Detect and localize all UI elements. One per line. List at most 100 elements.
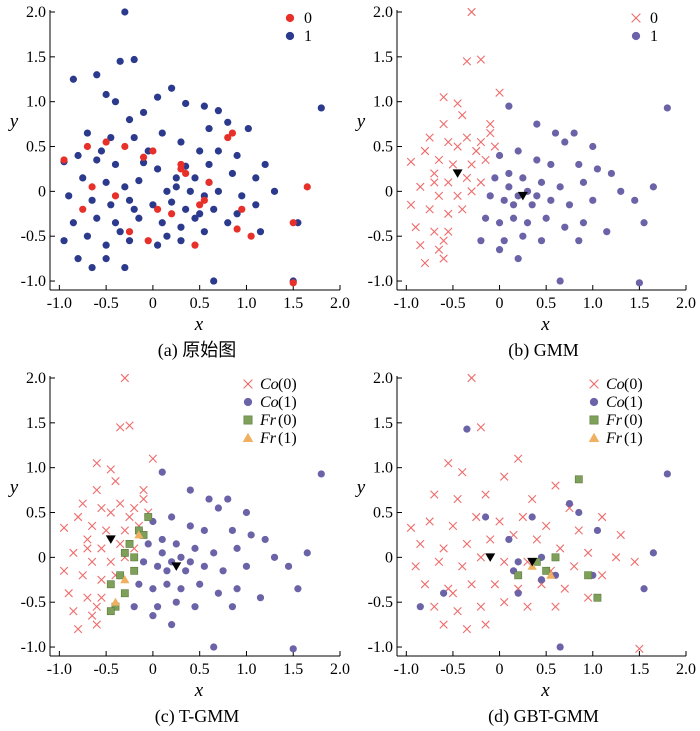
data-point bbox=[453, 191, 462, 201]
data-point bbox=[115, 539, 125, 549]
y-tick-label: 1.0 bbox=[373, 460, 393, 477]
data-point-stroke-b bbox=[125, 512, 134, 522]
data-point bbox=[92, 459, 101, 468]
data-point bbox=[144, 237, 152, 245]
data-point bbox=[537, 576, 546, 584]
data-point bbox=[509, 214, 518, 222]
data-point bbox=[546, 570, 556, 579]
data-point bbox=[106, 465, 115, 474]
data-point bbox=[87, 557, 97, 567]
data-point bbox=[434, 155, 444, 165]
data-point bbox=[495, 151, 504, 160]
series-co-0- bbox=[59, 373, 158, 634]
data-point bbox=[168, 84, 176, 92]
data-point bbox=[238, 192, 246, 200]
data-point bbox=[73, 512, 83, 522]
data-point bbox=[597, 512, 607, 522]
data-point bbox=[172, 174, 180, 182]
data-point-stroke-b bbox=[476, 602, 486, 611]
data-point bbox=[458, 467, 467, 477]
data-point bbox=[163, 580, 171, 588]
legend-marker bbox=[631, 13, 641, 23]
data-point bbox=[458, 110, 467, 120]
data-point-stroke-b bbox=[78, 571, 87, 580]
legend-suffix: (0) bbox=[278, 376, 297, 393]
data-point-stroke-b bbox=[139, 485, 148, 495]
legend: Co (0)Co (1)Fr (0)Fr (1) bbox=[588, 376, 643, 447]
x-tick-label: -1.0 bbox=[47, 295, 72, 312]
data-point bbox=[551, 553, 560, 562]
data-point bbox=[135, 214, 143, 222]
data-point bbox=[472, 146, 481, 156]
panel-caption: (b) GMM bbox=[508, 340, 579, 361]
data-point bbox=[191, 544, 199, 552]
data-point-stroke-b bbox=[458, 467, 467, 477]
data-point bbox=[476, 423, 486, 432]
data-point-stroke-b bbox=[420, 580, 430, 589]
y-tick-label: 2.0 bbox=[373, 4, 393, 21]
data-point bbox=[416, 240, 425, 250]
data-point bbox=[467, 160, 476, 169]
x-tick-label: 0 bbox=[149, 295, 157, 312]
data-point-stroke-b bbox=[92, 485, 101, 495]
data-point bbox=[495, 219, 504, 227]
panel-b-gmm: -1.0 -0.5 0 0.5 1.0 1.5 2.0 -1.0 -0.5 0 0.5 1.0 1.5 2… bbox=[355, 4, 696, 361]
data-point bbox=[411, 223, 420, 232]
data-point bbox=[444, 227, 453, 236]
data-point bbox=[200, 526, 208, 535]
data-point bbox=[420, 146, 430, 156]
panel-d-gbt-gmm: -1.0 -0.5 0 0.5 1.0 1.5 2.0 -1.0 -0.5 0 0.5 1.0 1.5 2… bbox=[355, 370, 696, 727]
data-point-stroke-b bbox=[486, 128, 495, 138]
data-point bbox=[458, 205, 467, 214]
data-point-stroke-b bbox=[406, 200, 416, 209]
data-point-stroke-b bbox=[630, 557, 639, 567]
data-point bbox=[252, 201, 260, 209]
data-point-stroke-b bbox=[490, 142, 500, 151]
y-tick-label: 0 bbox=[385, 183, 393, 200]
data-point bbox=[205, 495, 213, 503]
x-tick-label: 2.0 bbox=[330, 295, 350, 312]
data-point bbox=[406, 523, 416, 532]
series-0 bbox=[60, 129, 311, 287]
series-co-1- bbox=[130, 468, 325, 653]
data-point-stroke-b bbox=[439, 544, 448, 553]
data-point bbox=[186, 187, 194, 195]
data-point bbox=[579, 219, 588, 227]
data-point bbox=[125, 228, 134, 236]
data-point bbox=[74, 151, 82, 160]
data-point bbox=[481, 155, 490, 165]
data-point bbox=[425, 133, 434, 142]
series-1 bbox=[60, 8, 325, 285]
data-point bbox=[462, 539, 472, 549]
data-point bbox=[153, 562, 162, 570]
data-point bbox=[210, 277, 218, 285]
data-point-stroke-b bbox=[111, 476, 120, 486]
data-point bbox=[630, 557, 639, 567]
data-point bbox=[120, 373, 130, 383]
data-point bbox=[115, 423, 125, 432]
data-point bbox=[121, 183, 129, 191]
data-point bbox=[120, 548, 129, 557]
data-point bbox=[505, 183, 513, 191]
data-point bbox=[574, 526, 583, 535]
data-point bbox=[294, 585, 302, 593]
data-point bbox=[130, 205, 138, 213]
data-point-stroke-b bbox=[486, 535, 495, 544]
data-point bbox=[168, 513, 176, 521]
data-point bbox=[416, 603, 424, 611]
y-tick-label: 1.0 bbox=[373, 94, 393, 111]
y-tick-label: -1.0 bbox=[21, 639, 46, 656]
data-point bbox=[485, 553, 496, 562]
data-point bbox=[416, 182, 425, 192]
data-point bbox=[158, 535, 166, 544]
data-point-stroke-b bbox=[106, 465, 115, 474]
y-tick-label: 2.0 bbox=[26, 370, 46, 387]
data-point bbox=[486, 192, 494, 200]
data-point bbox=[486, 119, 495, 129]
x-tick-label: 1.0 bbox=[583, 295, 603, 312]
y-tick-label: 0.5 bbox=[373, 139, 393, 156]
legend-suffix: (0) bbox=[624, 376, 643, 393]
data-point bbox=[172, 540, 180, 548]
data-point bbox=[69, 219, 77, 227]
data-point bbox=[153, 241, 162, 249]
